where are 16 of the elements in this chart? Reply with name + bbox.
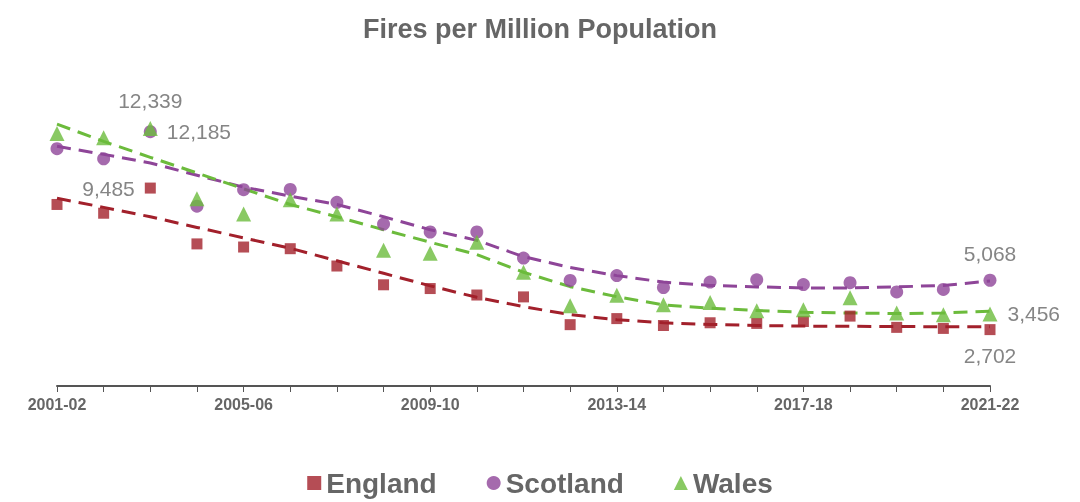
chart-title: Fires per Million Population	[362, 13, 718, 44]
legend-label: England	[326, 467, 437, 499]
x-tick-label: 2001-02	[27, 395, 87, 413]
x-tick-label: 2017-18	[774, 395, 833, 413]
x-tick-label: 2005-06	[214, 395, 274, 413]
x-tick-label: 2013-14	[587, 395, 647, 413]
legend-label: Wales	[692, 467, 773, 499]
data-label: 5,068	[963, 241, 1017, 265]
data-label: 3,456	[1007, 302, 1061, 326]
data-label: 9,485	[82, 176, 135, 200]
data-label: 12,185	[166, 120, 232, 144]
x-tick-label: 2009-10	[400, 395, 460, 413]
data-label: 2,702	[963, 344, 1017, 368]
data-label: 12,339	[118, 89, 183, 113]
legend-label: Scotland	[505, 467, 624, 499]
x-tick-label: 2021-22	[960, 395, 1020, 413]
